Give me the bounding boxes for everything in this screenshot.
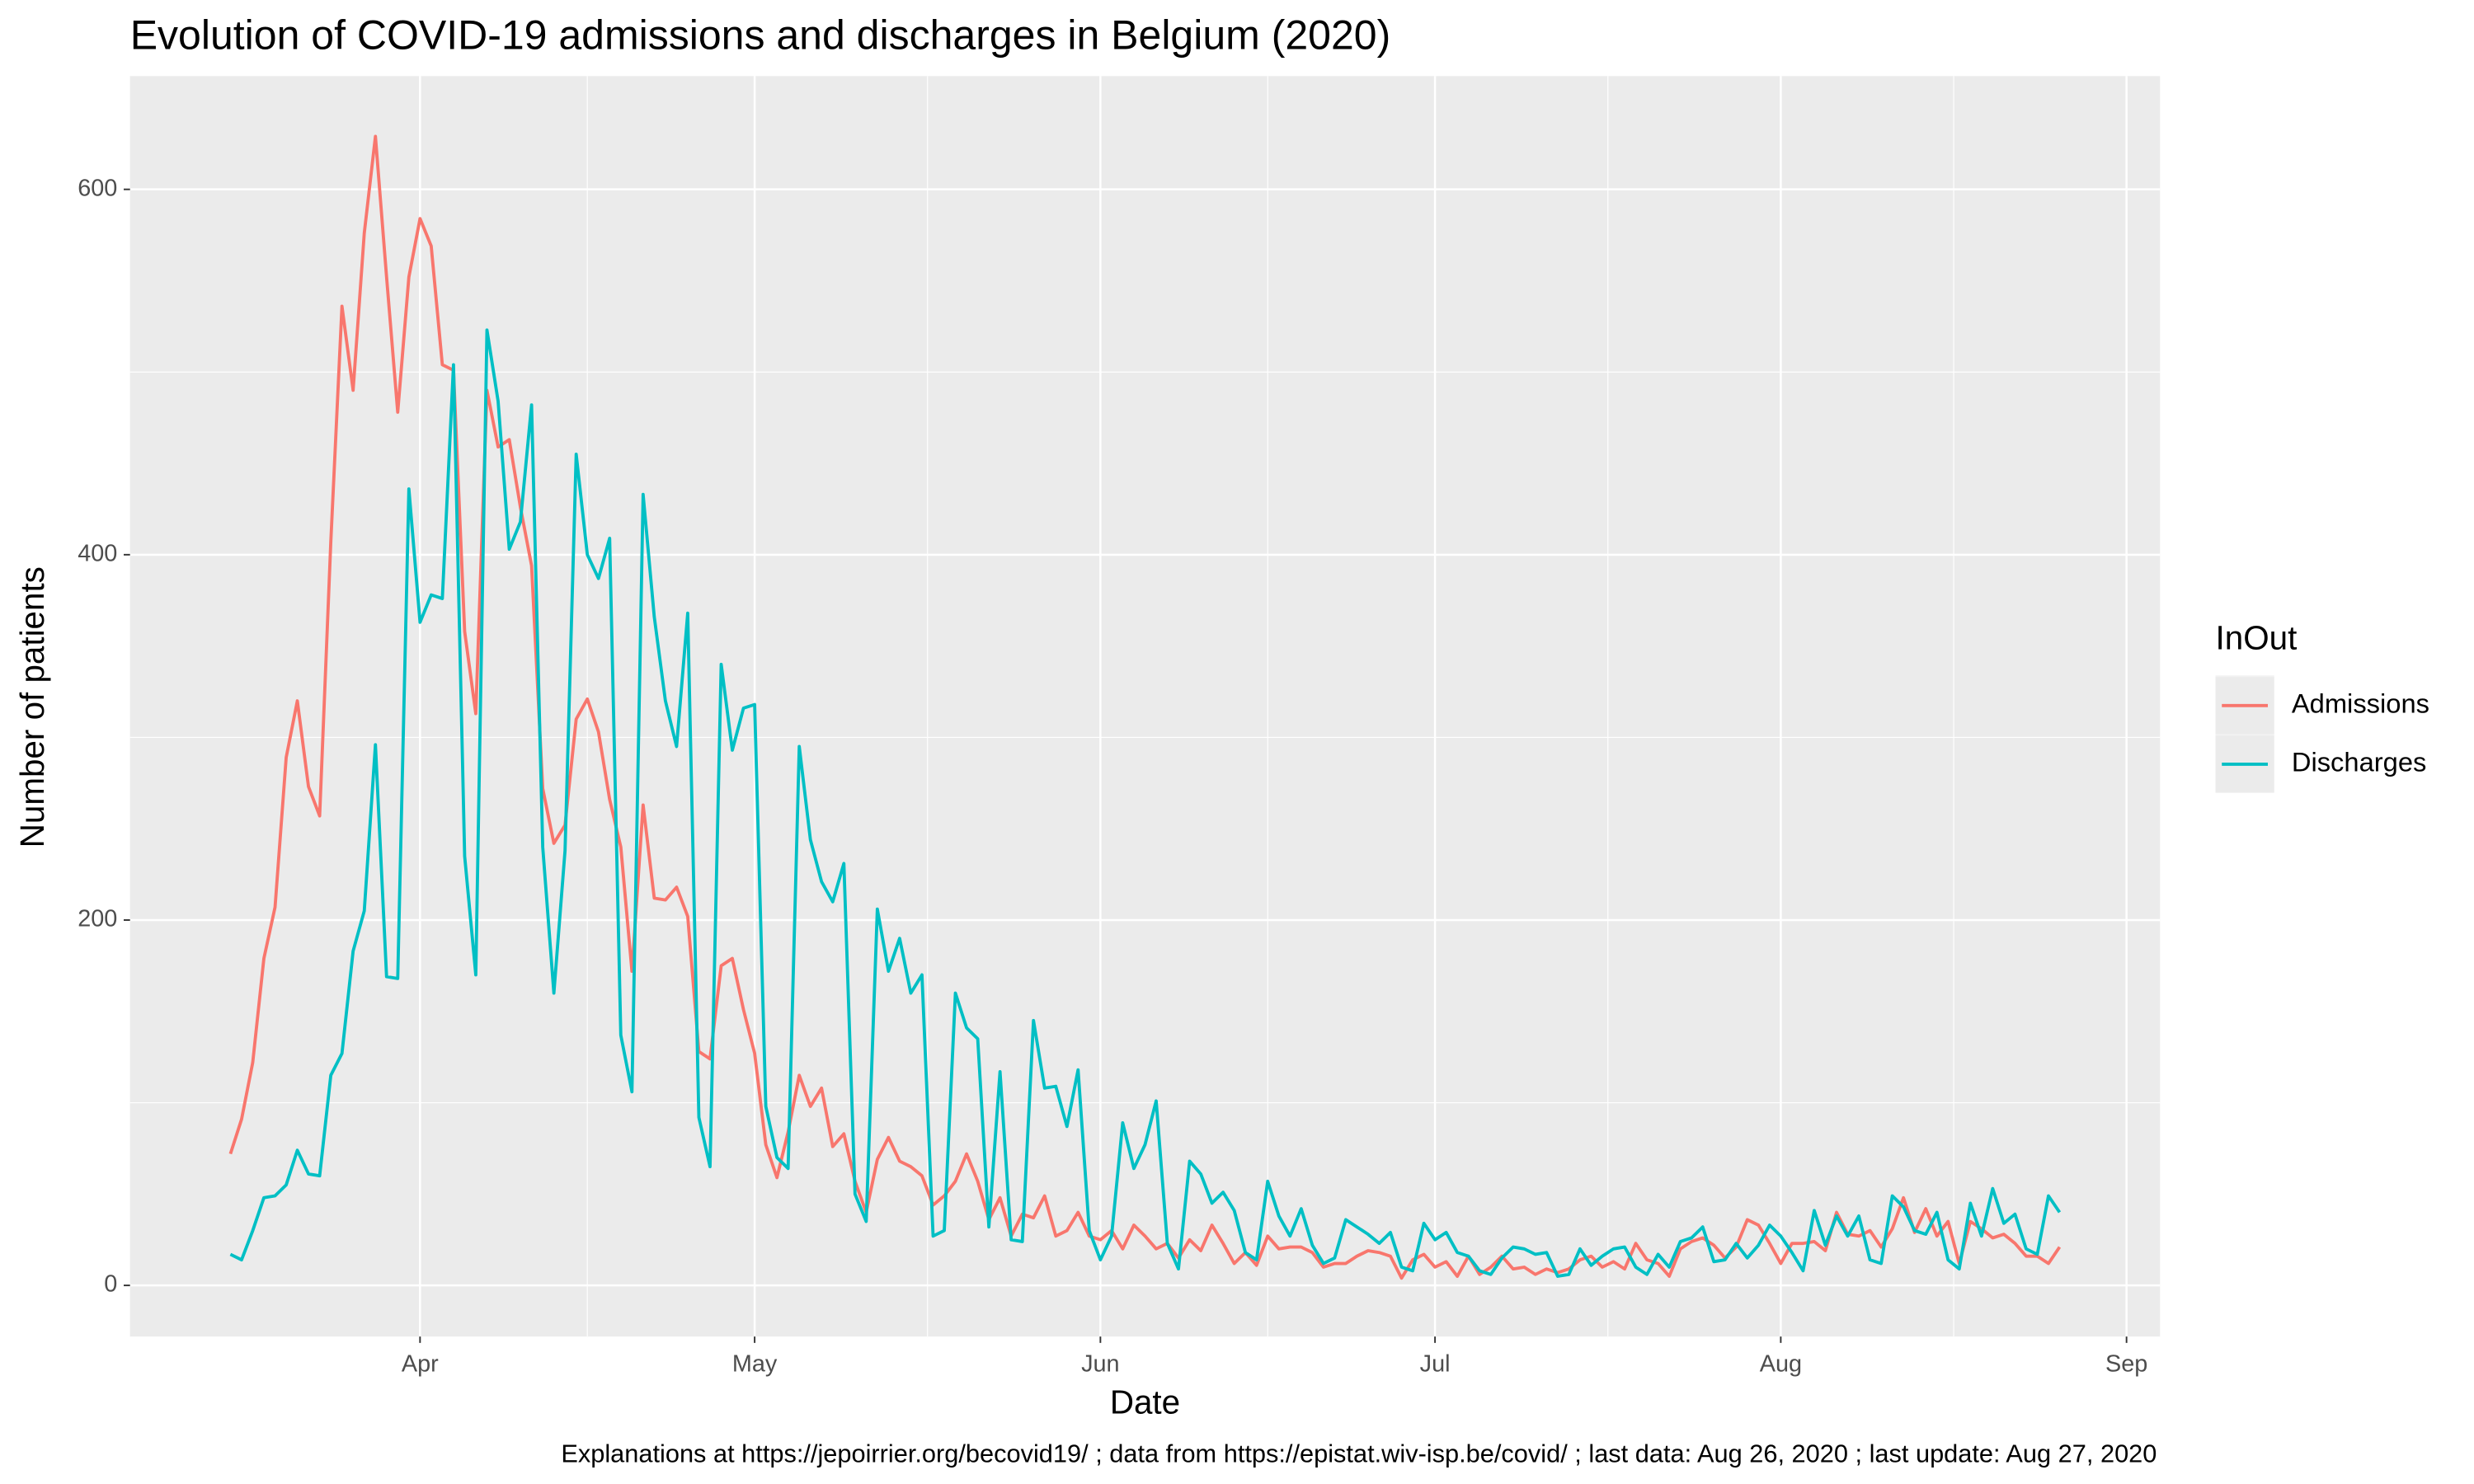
legend-label: Admissions [2292,688,2429,718]
x-tick-label: Jul [1420,1350,1451,1377]
y-tick-label: 400 [78,540,117,566]
legend-label: Discharges [2292,747,2427,777]
x-axis-title: Date [1110,1383,1180,1421]
x-tick-label: Jun [1081,1350,1119,1377]
y-tick-label: 0 [104,1271,117,1298]
x-tick-label: Aug [1760,1350,1802,1377]
y-axis-title: Number of patients [13,566,51,848]
y-tick-label: 600 [78,175,117,201]
chart-title: Evolution of COVID-19 admissions and dis… [130,12,1391,58]
caption: Explanations at https://jepoirrier.org/b… [561,1439,2157,1468]
x-tick-label: Apr [402,1350,439,1377]
plot-panel [129,76,2161,1337]
data-line [228,134,2062,1280]
x-tick-label: Sep [2105,1350,2147,1377]
y-tick-label: 200 [78,906,117,932]
data-line [229,328,2062,1278]
x-tick-label: May [732,1350,778,1377]
legend-title: InOut [2216,619,2298,657]
